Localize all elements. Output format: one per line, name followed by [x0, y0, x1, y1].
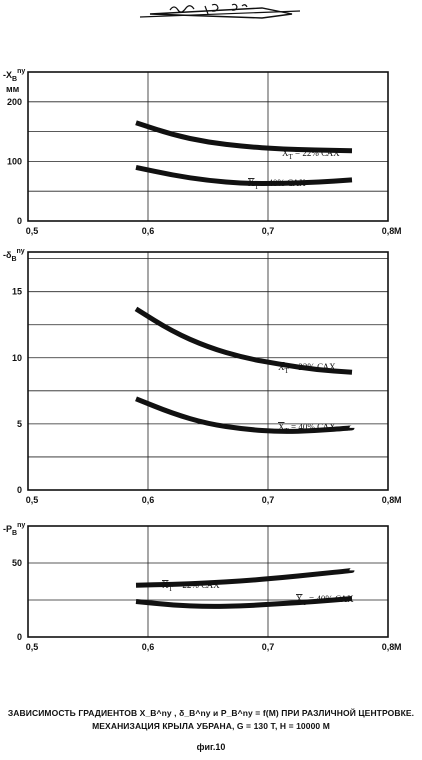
x-tick-label: 0,8 — [382, 226, 395, 236]
y-tick-label: 0 — [17, 485, 22, 495]
series-annotation: XT = 40% САХ — [296, 594, 354, 607]
plot-frame — [27, 525, 389, 638]
x-tick-label: 0,6 — [142, 642, 155, 652]
plot-frame — [27, 251, 389, 491]
series-line-40 — [135, 164, 353, 187]
series-line-40 — [135, 396, 353, 434]
x-tick-label: 0,7 — [262, 495, 275, 505]
x-tick-label: 0,5 — [26, 226, 39, 236]
y-tick-label: 0 — [17, 216, 22, 226]
x-tick-label: 0,6 — [142, 495, 155, 505]
caption-line-2: МЕХАНИЗАЦИЯ КРЫЛА УБРАНА, G = 130 Т, Н =… — [92, 721, 330, 731]
plot-frame — [27, 71, 389, 222]
series-line-22 — [134, 306, 353, 375]
series-annotation: XT = 40% САХ — [278, 422, 336, 435]
series-annotation: XT = 40% САХ — [248, 178, 306, 191]
y-tick-label: 200 — [7, 97, 22, 107]
chart-panel-3: 0,5 0,6 0,7 0,8 M 0 50 -PBny XT = 22% САХ XT = 40… — [3, 522, 402, 652]
series-annotation: XT = 22% САХ — [278, 362, 336, 375]
x-axis-label: M — [394, 226, 402, 236]
x-tick-label: 0,5 — [26, 642, 39, 652]
x-tick-label: 0,8 — [382, 642, 395, 652]
series-annotation: XT = 22% САХ — [162, 580, 220, 593]
x-axis-label: M — [394, 495, 402, 505]
y-tick-label: 0 — [17, 632, 22, 642]
x-axis-label: M — [394, 642, 402, 652]
y-tick-label: 50 — [12, 558, 22, 568]
x-tick-label: 0,7 — [262, 226, 275, 236]
figure-caption: ЗАВИСИМОСТЬ ГРАДИЕНТОВ X_B^ny , δ_B^ny и… — [0, 707, 422, 733]
series-line-22 — [135, 567, 355, 588]
y-tick-label: 100 — [7, 156, 22, 166]
y-axis-label: -δBny — [3, 248, 25, 263]
y-axis-unit: мм — [6, 84, 20, 94]
y-axis-label: -XBny — [3, 68, 25, 83]
handwritten-stamp — [139, 3, 301, 19]
figure-number: фиг.10 — [196, 742, 226, 752]
chart-panel-2: 0,5 0,6 0,7 0,8 M 0 5 10 15 -δBny XT = 22% САХ XT =… — [3, 248, 402, 505]
series-line-40 — [135, 596, 353, 609]
y-tick-label: 10 — [12, 353, 22, 363]
x-tick-label: 0,5 — [26, 495, 39, 505]
series-annotation: XT = 22% САХ — [282, 148, 340, 161]
y-tick-label: 5 — [17, 419, 22, 429]
y-tick-label: 15 — [12, 287, 22, 297]
x-tick-label: 0,7 — [262, 642, 275, 652]
x-tick-label: 0,6 — [142, 226, 155, 236]
series-line-22 — [135, 120, 353, 154]
x-tick-label: 0,8 — [382, 495, 395, 505]
y-axis-label: -PBny — [3, 522, 25, 537]
caption-line-1: ЗАВИСИМОСТЬ ГРАДИЕНТОВ X_B^ny , δ_B^ny и… — [7, 708, 415, 718]
